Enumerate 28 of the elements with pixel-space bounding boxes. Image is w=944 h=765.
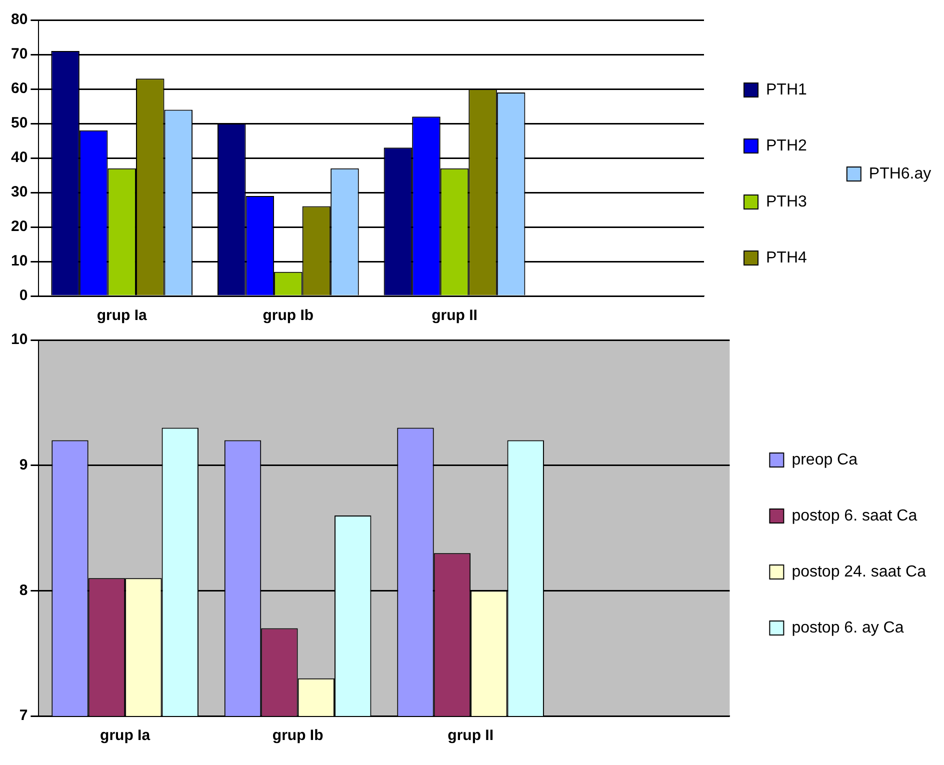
x-tick-label: grup II <box>432 307 478 324</box>
x-tick-label: grup Ia <box>96 307 148 324</box>
legend-label: PTH6.ay <box>868 165 932 182</box>
legend-label: PTH2 <box>766 137 807 154</box>
y-tick-label: 10 <box>10 252 28 270</box>
y-tick-label: 0 <box>19 287 28 304</box>
y-tick-label: 20 <box>10 218 28 236</box>
legend-label: preop Ca <box>792 451 858 468</box>
y-tick-label: 7 <box>19 707 28 724</box>
legend-label: PTH4 <box>766 249 807 266</box>
x-tick-label: grup II <box>448 727 494 744</box>
y-tick-label: 70 <box>10 46 28 63</box>
legend-label: PTH3 <box>766 193 807 210</box>
legend-label: postop 6. saat Ca <box>792 507 918 524</box>
y-tick-label: 10 <box>10 331 28 348</box>
y-tick-label: 30 <box>10 184 28 201</box>
y-tick-label: 80 <box>10 11 28 28</box>
x-tick-label: grup Ia <box>100 727 151 744</box>
legend-label: postop 24. saat Ca <box>792 563 926 580</box>
y-tick-label: 8 <box>19 582 28 599</box>
y-tick-label: 9 <box>19 456 28 474</box>
legend-label: postop 6. ay Ca <box>792 619 904 636</box>
x-tick-label: grup Ib <box>272 727 324 744</box>
y-tick-label: 50 <box>10 114 28 132</box>
y-tick-label: 60 <box>10 80 28 98</box>
legend-label: PTH1 <box>766 81 807 98</box>
y-tick-label: 40 <box>10 149 28 166</box>
x-tick-label: grup Ib <box>262 307 314 324</box>
